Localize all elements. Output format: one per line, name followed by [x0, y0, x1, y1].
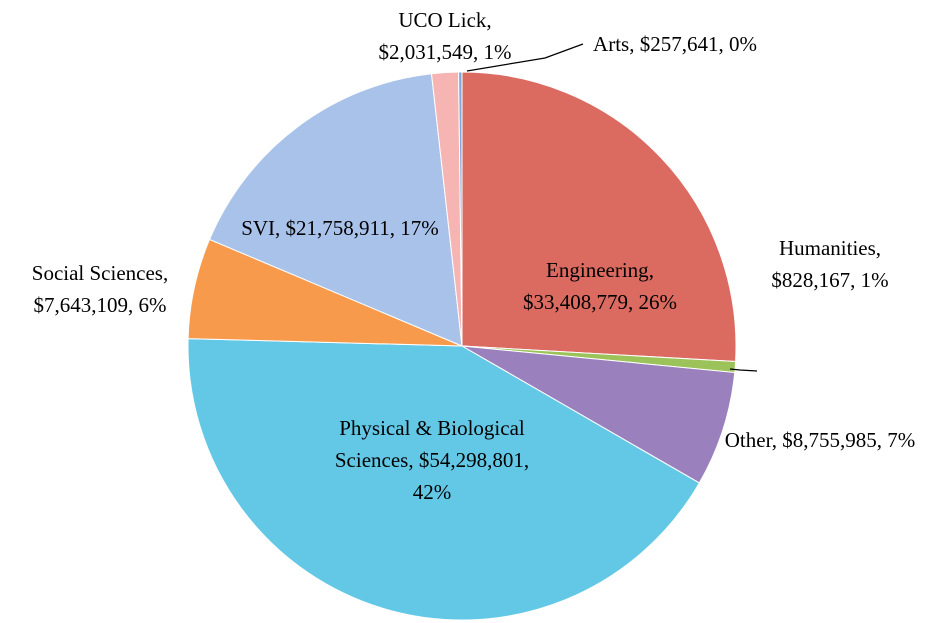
pie-slice — [187, 338, 700, 621]
percent-label: 1% — [860, 268, 889, 292]
slice-label: Physical & Biological Sciences, $54,298,… — [334, 416, 530, 504]
pie-slice — [208, 73, 463, 347]
slice-label: SVI, $21,758,911, 17% — [241, 216, 439, 240]
category-label: Social Sciences — [31, 261, 163, 285]
slice-label: Other, $8,755,985, 7% — [724, 428, 916, 452]
slice-label: Engineering, $33,408,779, 26% — [523, 258, 678, 314]
category-label: UCO Lick — [398, 8, 487, 32]
slice-label: Social Sciences, $7,643,109, 6% — [31, 261, 169, 317]
value-label: $8,755,985 — [782, 428, 877, 452]
value-label: $828,167 — [771, 268, 851, 292]
value-label: $33,408,779 — [523, 290, 628, 314]
pie-slice — [461, 71, 737, 363]
value-label: $2,031,549 — [378, 40, 474, 64]
slice-label: Arts, $257,641, 0% — [593, 32, 757, 56]
value-label: $21,758,911 — [285, 216, 390, 240]
value-label: $7,643,109 — [33, 293, 129, 317]
percent-label: 42% — [412, 480, 452, 504]
percent-label: 7% — [887, 428, 916, 452]
category-label: SVI — [241, 216, 276, 240]
slice-label: UCO Lick, $2,031,549, 1% — [378, 8, 512, 64]
pie-slice — [461, 345, 736, 484]
category-label: Engineering — [546, 258, 649, 282]
category-label: Arts — [593, 32, 630, 56]
percent-label: 0% — [728, 32, 757, 56]
category-label: Other — [724, 428, 772, 452]
percent-label: 17% — [400, 216, 439, 240]
slice-label: Humanities, $828,167, 1% — [771, 236, 889, 292]
percent-label: 1% — [483, 40, 512, 64]
percent-label: 26% — [638, 290, 678, 314]
leader-line — [729, 368, 758, 372]
pie-slice — [458, 71, 463, 347]
value-label: $257,641 — [639, 32, 719, 56]
category-label: Physical & Biological Sciences — [334, 416, 525, 472]
value-label: $54,298,801 — [418, 448, 524, 472]
category-label: Humanities — [778, 236, 876, 260]
leader-line — [466, 43, 584, 72]
percent-label: 6% — [138, 293, 167, 317]
